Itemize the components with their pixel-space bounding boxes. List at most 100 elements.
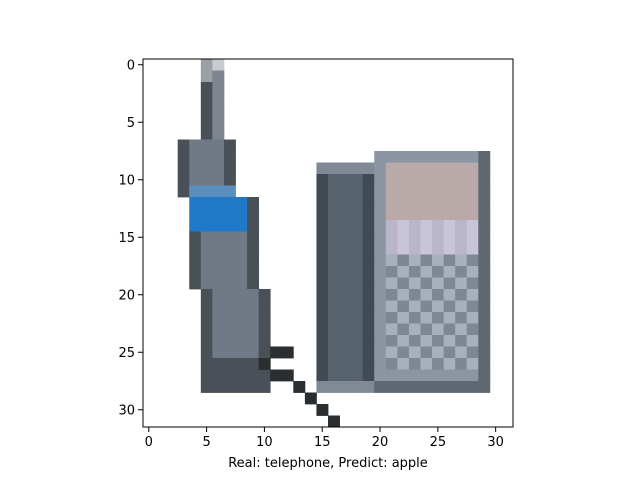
- pixel: [281, 346, 294, 359]
- pixel: [235, 323, 248, 336]
- pixel: [443, 289, 456, 301]
- pixel: [177, 162, 190, 175]
- pixel: [466, 254, 479, 267]
- pixel: [385, 381, 398, 393]
- pixel: [351, 174, 364, 186]
- pixel: [466, 151, 479, 163]
- pixel: [374, 254, 387, 267]
- pixel: [235, 358, 248, 370]
- pixel: [189, 197, 202, 209]
- pixel: [455, 243, 468, 255]
- pixel: [374, 266, 387, 278]
- pixel: [339, 277, 352, 290]
- pixel: [223, 289, 236, 301]
- pixel: [432, 335, 445, 347]
- pixel: [212, 277, 225, 290]
- pixel: [304, 392, 317, 405]
- pixel: [200, 381, 213, 393]
- pixel: [223, 381, 236, 393]
- pixel: [339, 346, 352, 359]
- pixel: [247, 300, 260, 313]
- pixel: [478, 174, 491, 186]
- pixel: [443, 266, 456, 278]
- pixel: [200, 59, 213, 71]
- pixel: [200, 93, 213, 106]
- pixel: [247, 231, 260, 244]
- pixel: [455, 335, 468, 347]
- pixel: [385, 254, 398, 267]
- pixel: [212, 128, 225, 140]
- pixel: [432, 231, 445, 244]
- pixel: [258, 323, 271, 336]
- pixel: [455, 266, 468, 278]
- pixel: [223, 243, 236, 255]
- pixel: [362, 208, 375, 221]
- pixel: [478, 358, 491, 370]
- pixel: [397, 335, 410, 347]
- pixel: [385, 358, 398, 370]
- pixel: [432, 243, 445, 255]
- pixel: [212, 197, 225, 209]
- pixel: [258, 335, 271, 347]
- pixel: [235, 243, 248, 255]
- pixel: [212, 151, 225, 163]
- pixel: [455, 300, 468, 313]
- pixel: [328, 162, 340, 175]
- pixel: [397, 323, 410, 336]
- pixel: [212, 243, 225, 255]
- pixel: [189, 151, 202, 163]
- pixel: [200, 70, 213, 83]
- pixel: [478, 289, 491, 301]
- pixel: [351, 197, 364, 209]
- x-tick-label: 10: [256, 435, 273, 450]
- pixel: [432, 300, 445, 313]
- pixel: [374, 151, 387, 163]
- pixel: [247, 220, 260, 232]
- pixel: [247, 358, 260, 370]
- pixel: [212, 93, 225, 106]
- pixel: [385, 185, 398, 198]
- pixel: [223, 346, 236, 359]
- pixel: [466, 381, 479, 393]
- pixel: [235, 208, 248, 221]
- pixel: [443, 162, 456, 175]
- pixel: [339, 266, 352, 278]
- pixel: [432, 254, 445, 267]
- pixel: [177, 174, 190, 186]
- pixel: [328, 323, 340, 336]
- pixel: [420, 174, 433, 186]
- pixel: [397, 208, 410, 221]
- pixel: [200, 105, 213, 117]
- pixel: [200, 335, 213, 347]
- pixel: [328, 300, 340, 313]
- pixel: [339, 335, 352, 347]
- pixel: [478, 185, 491, 198]
- pixel: [316, 185, 329, 198]
- pixel: [362, 220, 375, 232]
- pixel: [455, 369, 468, 382]
- pixel: [258, 381, 271, 393]
- pixel: [328, 277, 340, 290]
- pixel: [177, 151, 190, 163]
- pixel: [408, 358, 421, 370]
- pixel: [189, 162, 202, 175]
- pixel: [374, 162, 387, 175]
- pixel: [455, 277, 468, 290]
- pixel: [443, 335, 456, 347]
- pixel: [316, 312, 329, 324]
- pixel: [443, 254, 456, 267]
- pixel: [328, 312, 340, 324]
- pixel: [339, 208, 352, 221]
- pixel: [397, 220, 410, 232]
- pixel: [351, 381, 364, 393]
- pixel: [420, 266, 433, 278]
- pixel: [247, 277, 260, 290]
- pixel: [235, 369, 248, 382]
- pixel: [235, 300, 248, 313]
- pixel: [177, 185, 190, 198]
- pixel: [223, 358, 236, 370]
- pixel: [478, 346, 491, 359]
- pixel: [339, 185, 352, 198]
- pixel: [455, 185, 468, 198]
